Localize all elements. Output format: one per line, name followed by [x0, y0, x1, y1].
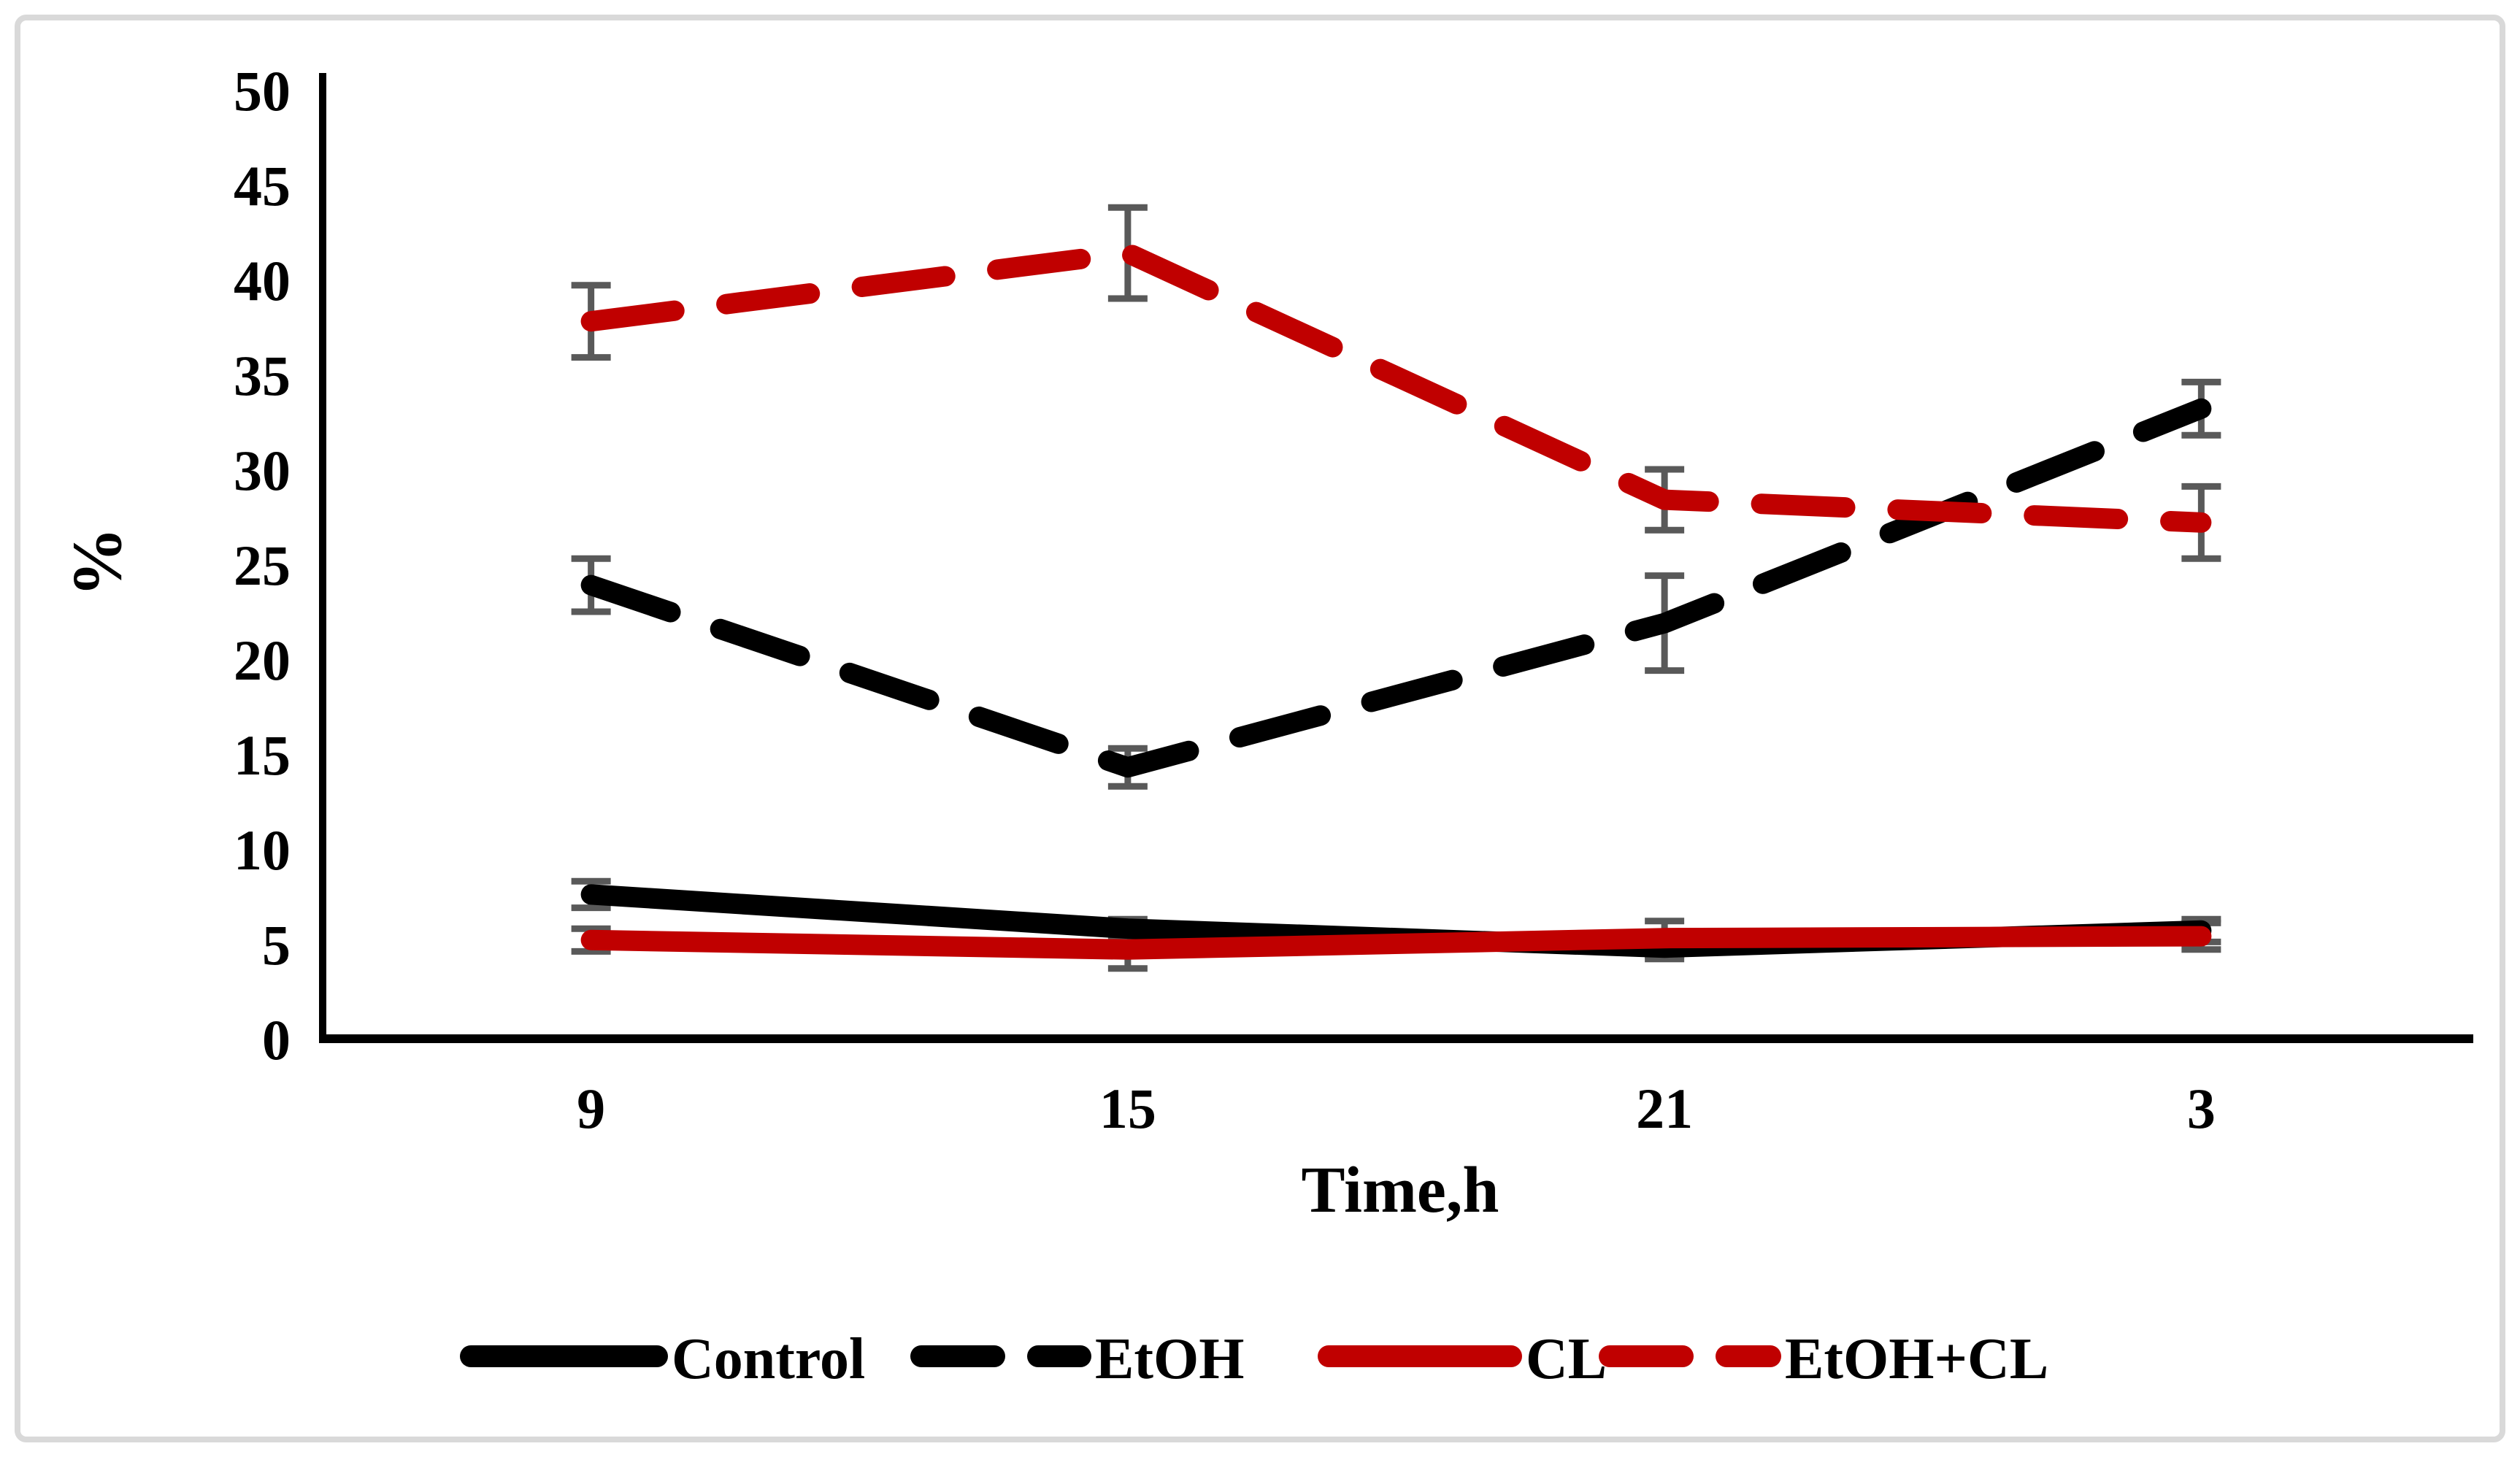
y-tick-label: 45	[234, 154, 291, 218]
y-tick-label: 10	[234, 818, 291, 882]
y-tick-label: 30	[234, 439, 291, 502]
legend-item-etoh: EtOH	[910, 1327, 1244, 1391]
x-tick-label: 9	[577, 1077, 605, 1140]
x-tick-label: 15	[1099, 1077, 1156, 1140]
y-tick-label: 5	[262, 913, 291, 977]
y-tick-label: 0	[262, 1008, 291, 1072]
y-tick-labels: 0 5 10 15 20 25 30 35 40 45 50	[234, 59, 291, 1072]
x-tick-label: 21	[1636, 1077, 1693, 1140]
series-layer	[580, 242, 2212, 960]
x-axis-title: Time,h	[1302, 1154, 1499, 1226]
legend-label-etoh-cl: EtOH+CL	[1785, 1327, 2048, 1391]
series-line-cl	[580, 926, 2212, 960]
legend: Control EtOH CL EtOH+CL	[460, 1327, 2048, 1391]
x-tick-label: 3	[2187, 1077, 2216, 1140]
legend-item-control: Control	[460, 1327, 865, 1391]
y-tick-label: 25	[234, 534, 291, 597]
legend-item-etoh-cl: EtOH+CL	[1599, 1327, 2048, 1391]
legend-item-cl: CL	[1318, 1327, 1607, 1391]
series-line-etoh	[580, 398, 2212, 778]
y-tick-label: 50	[234, 59, 291, 123]
y-axis-title: %	[58, 527, 136, 597]
x-tick-labels: 9 15 21 3	[577, 1077, 2216, 1140]
y-tick-label: 40	[234, 249, 291, 312]
y-tick-label: 35	[234, 344, 291, 407]
error-bars-layer	[571, 204, 2221, 972]
legend-label-cl: CL	[1526, 1327, 1607, 1391]
legend-label-control: Control	[672, 1327, 865, 1391]
y-tick-label: 15	[234, 723, 291, 787]
series-line-etoh-cl	[580, 242, 2212, 533]
y-tick-label: 20	[234, 628, 291, 692]
legend-label-etoh: EtOH	[1095, 1327, 1244, 1391]
